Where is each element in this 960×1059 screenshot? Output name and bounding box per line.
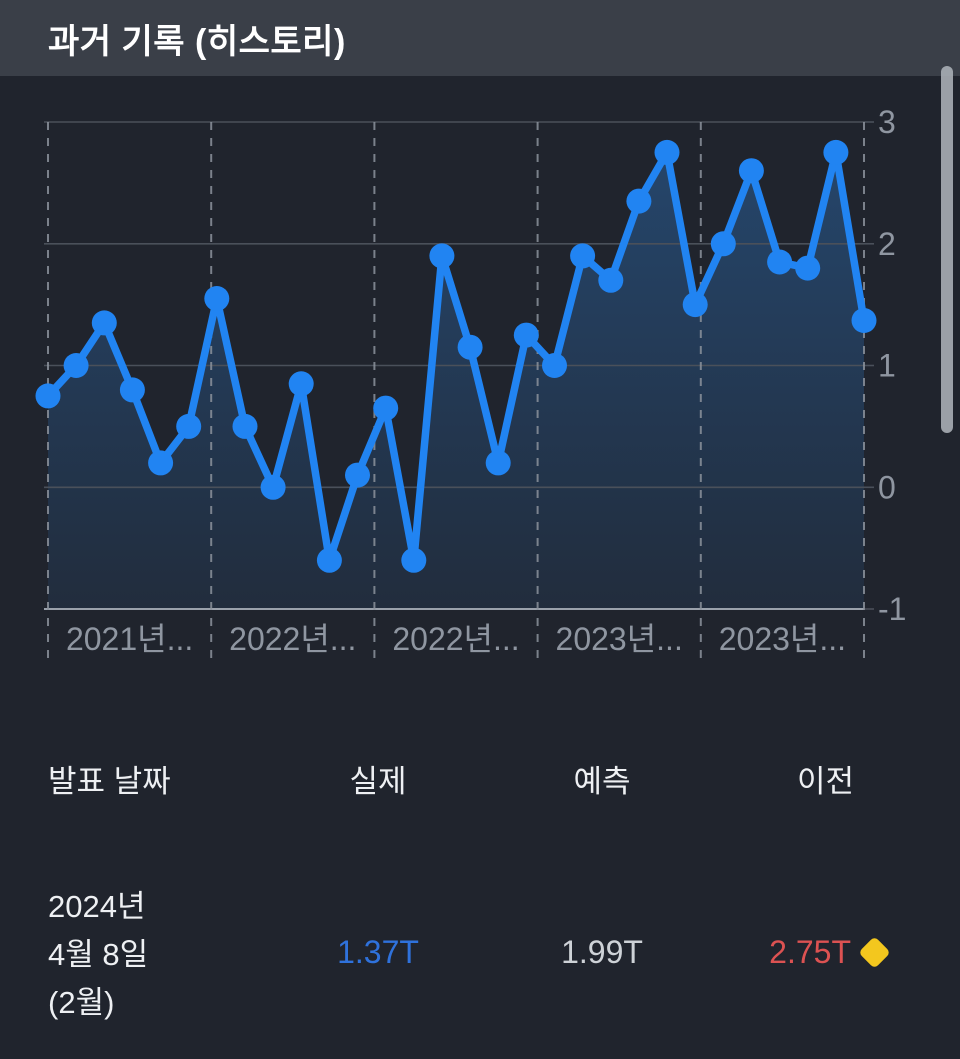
svg-text:2023년...: 2023년... [556, 621, 683, 657]
release-date-cell: 2024년 4월 8일 (2월) [48, 883, 148, 1027]
chart-axis-labels: 3 2 1 0 -1 2021년... 2022년... 2022년... 2023년... 20… [66, 104, 907, 657]
col-header-actual: 실제 [349, 764, 407, 799]
chart-data-line [35, 139, 877, 573]
history-chart[interactable]: 3 2 1 0 -1 2021년... 2022년... 2022년... 2023년... 20… [0, 0, 960, 700]
svg-text:2: 2 [878, 226, 896, 262]
svg-text:1: 1 [878, 348, 896, 384]
svg-text:2021년...: 2021년... [66, 621, 193, 657]
previous-value: 2.75T [769, 934, 851, 970]
previous-cell: 2.75T [640, 934, 891, 971]
section-header-bar: 과거 기록 (히스토리) [0, 0, 960, 76]
svg-text:3: 3 [878, 104, 896, 140]
scrollbar-thumb[interactable] [941, 66, 953, 433]
release-date-day: 4월 8일 [48, 937, 149, 972]
col-header-release-date: 발표 날짜 [48, 764, 171, 799]
svg-text:0: 0 [878, 469, 896, 505]
svg-text:2022년...: 2022년... [392, 621, 519, 657]
chart-area-fill [48, 152, 864, 609]
release-date-year: 2024년 [48, 889, 146, 924]
page-title: 과거 기록 (히스토리) [48, 22, 346, 61]
col-header-previous: 이전 [796, 764, 854, 799]
forecast-value: 1.99T [561, 934, 643, 970]
revised-diamond-icon[interactable] [858, 936, 891, 969]
svg-text:-1: -1 [878, 591, 906, 627]
release-date-period: (2월) [48, 985, 115, 1020]
svg-text:2023년...: 2023년... [719, 621, 846, 657]
svg-text:2022년...: 2022년... [229, 621, 356, 657]
actual-value: 1.37T [337, 934, 419, 970]
col-header-forecast: 예측 [573, 764, 631, 799]
